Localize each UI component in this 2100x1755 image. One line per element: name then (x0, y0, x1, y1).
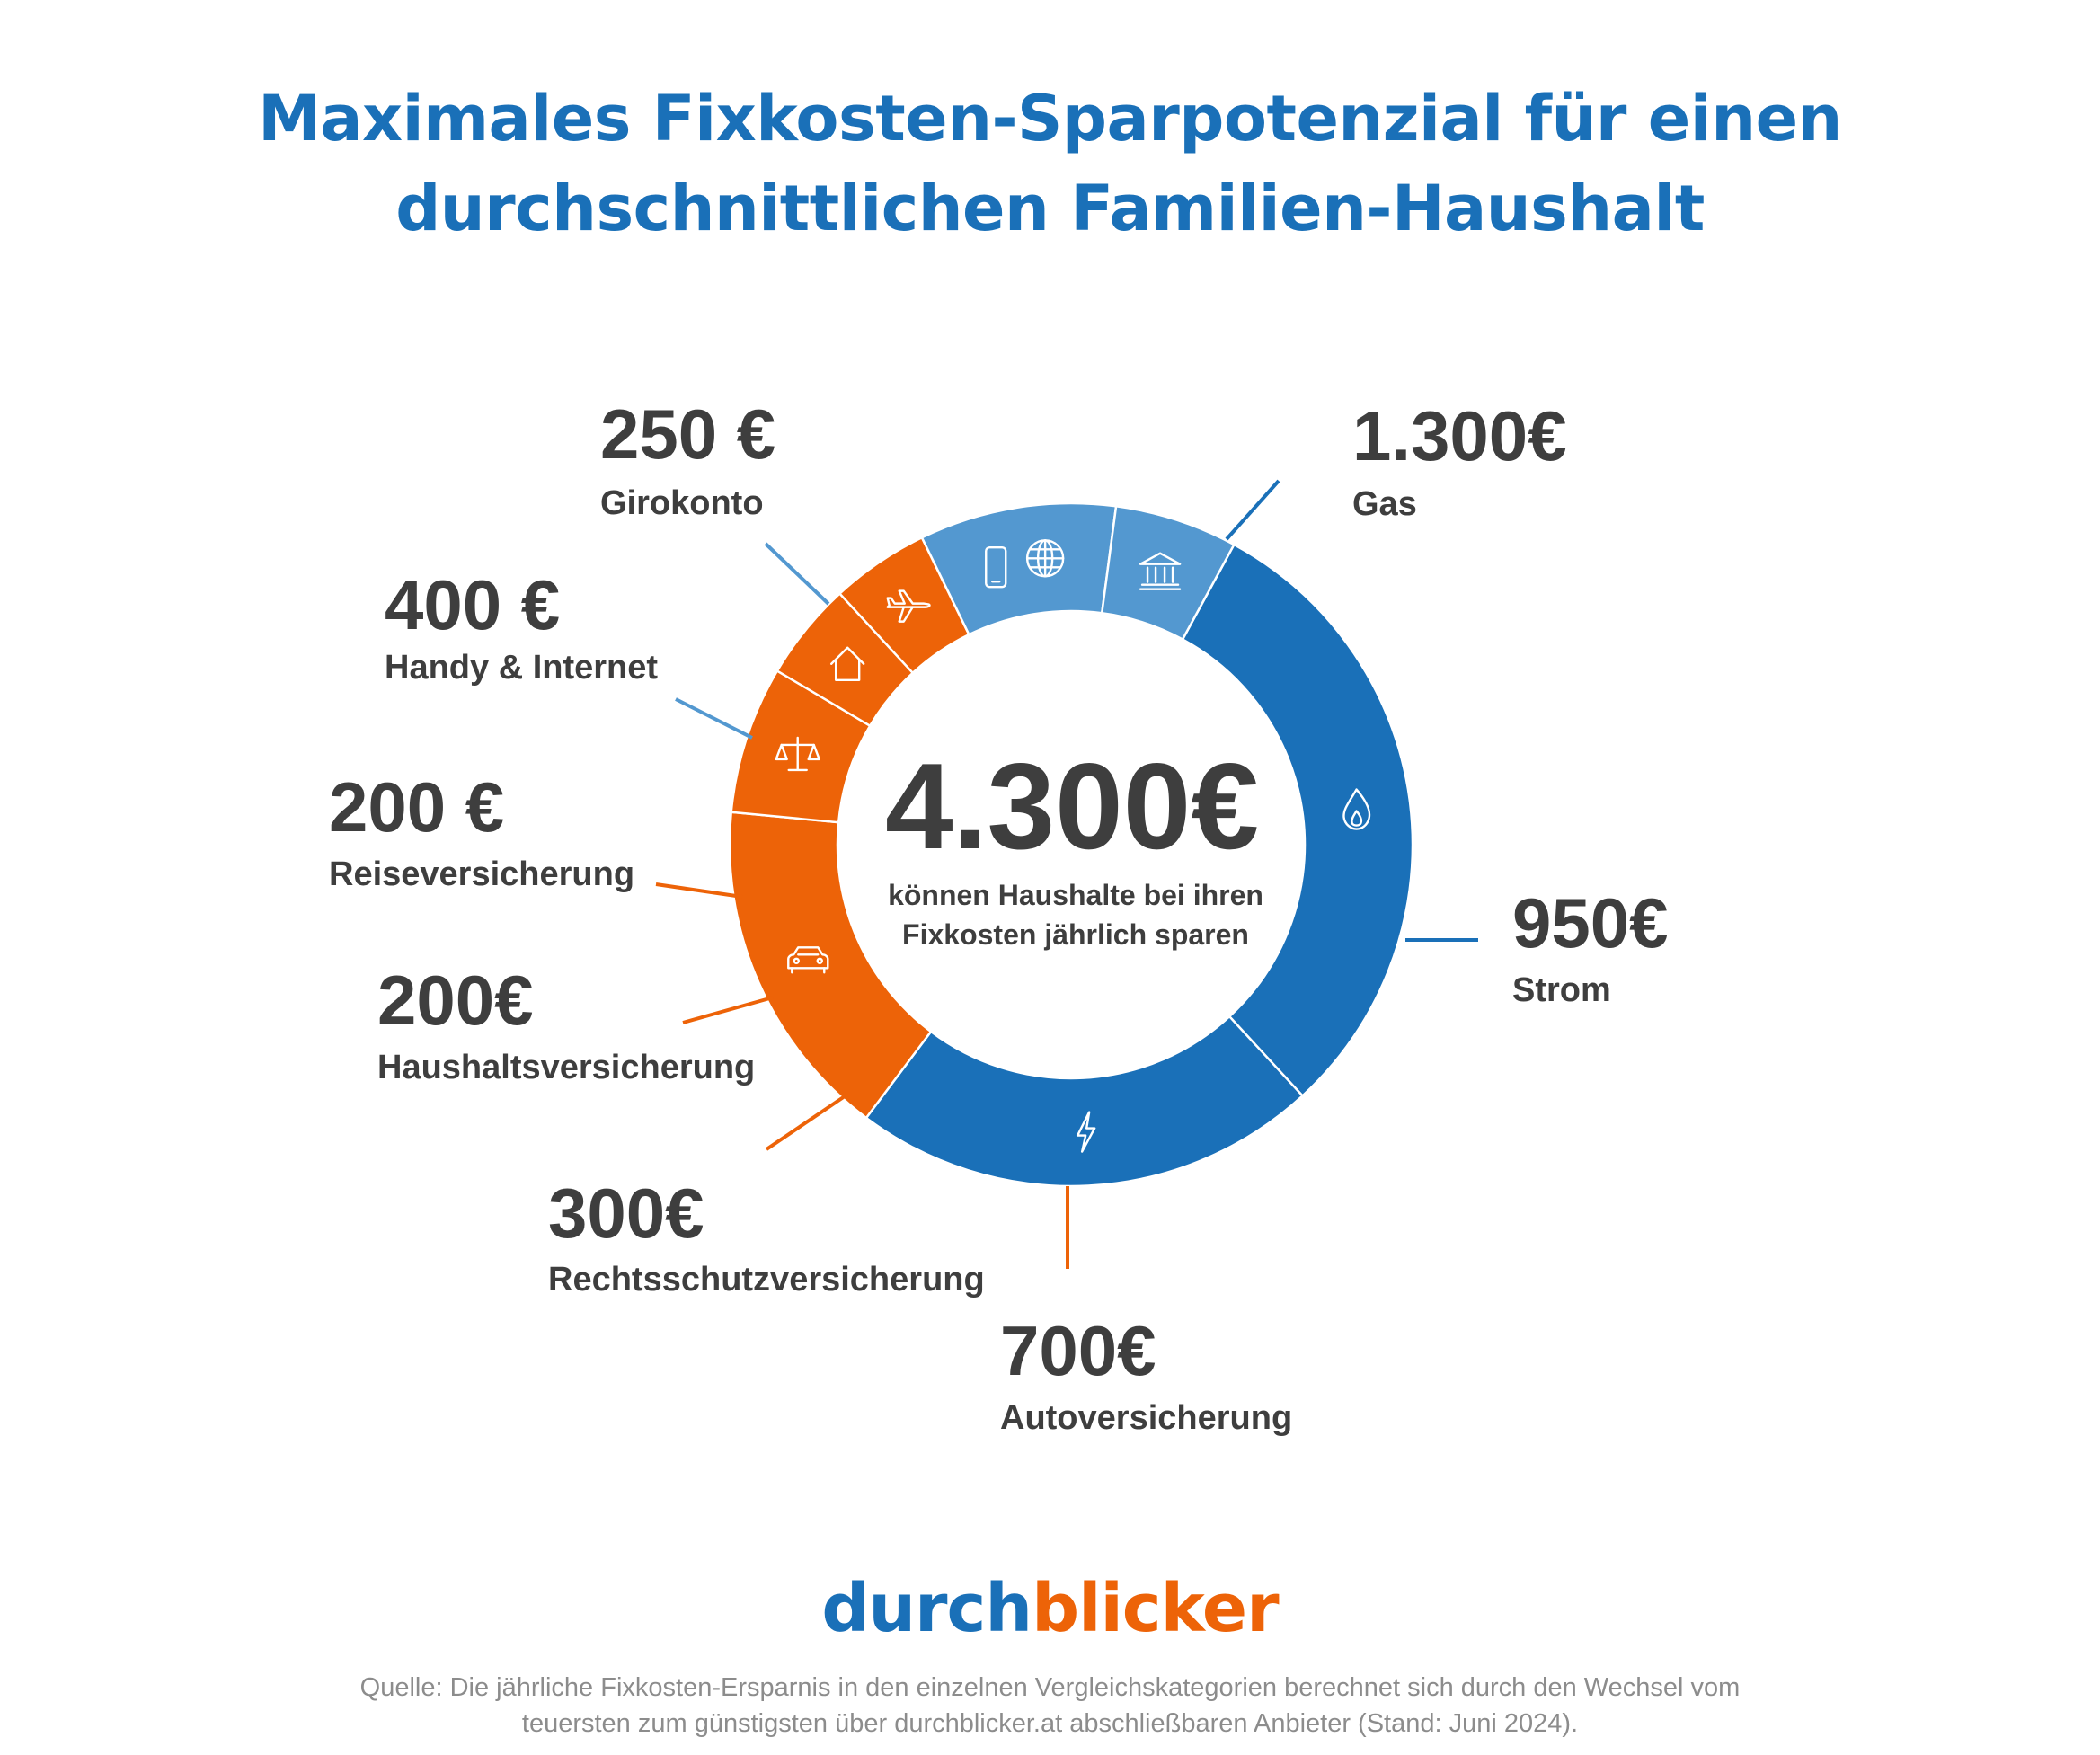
category-label-rechtsschutzversicherung: Rechtsschutzversicherung (548, 1261, 985, 1299)
leader-line-handy-and-internet (675, 697, 753, 740)
value-label-haushaltsversicherung: 200€ (377, 961, 534, 1040)
airplane-icon (886, 589, 931, 623)
brand-logo-part-1: durch (821, 1570, 1032, 1647)
slice-strom (864, 1015, 1305, 1188)
center-caption-line-2: Fixkosten jährlich sparen (902, 918, 1249, 951)
value-label-girokonto: 250 € (600, 394, 775, 474)
leader-lines (655, 479, 1478, 1269)
phone-icon (985, 545, 1007, 589)
category-label-gas: Gas (1352, 485, 1417, 523)
category-label-autoversicherung: Autoversicherung (1000, 1399, 1292, 1437)
slice-icons (775, 539, 1371, 1153)
leader-line-gas (1225, 479, 1280, 541)
leader-line-reiseversicherung (655, 882, 743, 899)
leader-line-girokonto (764, 542, 830, 606)
brand-logo-part-2: blicker (1032, 1570, 1279, 1647)
flame-icon (1342, 788, 1371, 830)
value-label-reiseversicherung: 200 € (329, 767, 504, 846)
house-icon (829, 646, 865, 681)
category-label-handy-and-internet: Handy & Internet (385, 649, 658, 687)
title-line-2: durchschnittlichen Familien-Haushalt (395, 172, 1705, 245)
value-label-handy-and-internet: 400 € (385, 565, 560, 644)
page-title: Maximales Fixkosten-Sparpotenzial für ei… (0, 74, 2100, 253)
category-label-strom: Strom (1512, 971, 1611, 1009)
slice-gas (1181, 543, 1414, 1098)
category-label-haushaltsversicherung: Haushaltsversicherung (377, 1049, 755, 1086)
source-note: Quelle: Die jährliche Fixkosten-Ersparni… (0, 1670, 2100, 1742)
value-label-gas: 1.300€ (1352, 396, 1567, 475)
value-label-strom: 950€ (1512, 883, 1669, 962)
donut-slices (728, 501, 1414, 1188)
car-icon (787, 946, 829, 974)
title-line-1: Maximales Fixkosten-Sparpotenzial für ei… (258, 82, 1842, 155)
value-label-autoversicherung: 700€ (1000, 1311, 1156, 1390)
brand-logo: durchblicker (0, 1568, 2100, 1649)
center-caption-line-1: können Haushalte bei ihren (888, 879, 1263, 911)
scales-icon (775, 736, 820, 772)
center-total-value: 4.300€ (885, 738, 1259, 874)
source-line-1: Quelle: Die jährliche Fixkosten-Ersparni… (359, 1673, 1741, 1702)
lightning-icon (1076, 1111, 1096, 1153)
slice-girokonto (1100, 504, 1236, 642)
category-label-reiseversicherung: Reiseversicherung (329, 855, 634, 893)
leader-line-rechtsschutzversicherung (765, 1095, 846, 1151)
value-label-rechtsschutzversicherung: 300€ (548, 1174, 704, 1253)
bank-icon (1139, 552, 1182, 590)
slice-labels: 1.300€ Gas 950€ Strom 700€ Autoversicherung 30… (329, 394, 1669, 1437)
globe-icon (1025, 539, 1065, 578)
category-label-girokonto: Girokonto (600, 484, 764, 522)
leader-line-haushaltsversicherung (682, 996, 774, 1024)
source-line-2: teuersten zum günstigsten über durchblic… (521, 1709, 1579, 1738)
center-summary: 4.300€ können Haushalte bei ihren Fixkos… (885, 738, 1263, 951)
